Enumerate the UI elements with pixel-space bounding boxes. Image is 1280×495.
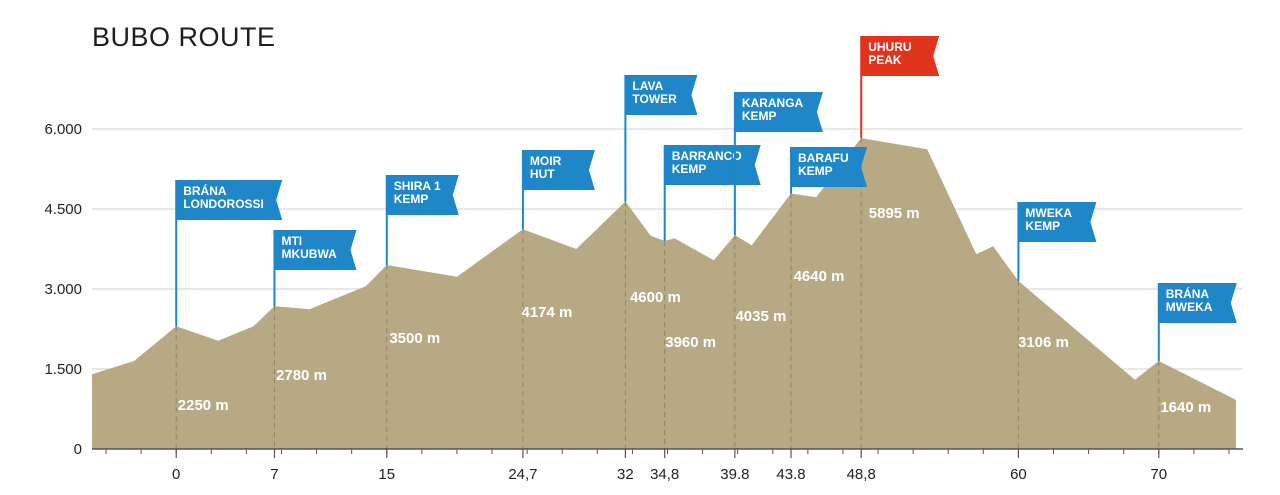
camp-name-label: KARANGA <box>742 96 804 110</box>
guide-layer <box>175 138 1160 449</box>
elevation-label: 4174 m <box>521 304 572 321</box>
elevation-label: 4640 m <box>794 268 845 285</box>
elevation-label: 3960 m <box>665 334 716 351</box>
elevation-label: 1640 m <box>1160 399 1211 416</box>
x-tick-label: 43.8 <box>776 466 805 483</box>
x-tick-label: 39.8 <box>720 466 749 483</box>
summit-flag <box>861 36 940 76</box>
camp-name-label: TOWER <box>632 92 677 106</box>
camp-name-label: KEMP <box>798 164 833 178</box>
camp-name-label: LONDOROSSI <box>183 197 264 211</box>
mountain-area <box>92 138 1236 449</box>
y-tick-label: 6.000 <box>44 121 82 138</box>
camp-name-label: LAVA <box>632 79 663 93</box>
camp-name-label: MWEKA <box>1025 206 1072 220</box>
camp-name-label: BRÁNA <box>1166 286 1210 301</box>
x-tick-label: 48,8 <box>847 466 876 483</box>
y-tick-label: 4.500 <box>44 201 82 218</box>
camp-name-label: UHURU <box>868 40 911 54</box>
camp-name-label: KEMP <box>742 109 777 123</box>
camp-name-label: BRÁNA <box>183 183 227 198</box>
camp-name-label: KEMP <box>672 162 707 176</box>
x-tick-label: 15 <box>378 466 395 483</box>
y-tick-label: 0 <box>74 441 82 458</box>
elevation-label: 3500 m <box>389 330 440 347</box>
x-tick-label: 0 <box>172 466 180 483</box>
camp-flag <box>664 145 761 185</box>
elevation-label: 2780 m <box>276 367 327 384</box>
camp-name-label: BARAFU <box>798 151 849 165</box>
camp-name-label: SHIRA 1 <box>394 179 441 193</box>
elevation-label: 3106 m <box>1018 334 1069 351</box>
camp-name-label: BARRANCO <box>672 149 742 163</box>
y-tick-label: 1.500 <box>44 361 82 378</box>
area-layer <box>92 138 1236 449</box>
label-layer: 2250 m 2780 m 3500 m 4174 m 4600 m 3960 m 4035… <box>178 205 1211 416</box>
camp-flag <box>522 150 595 190</box>
axis-layer: 0 1.500 3.000 4.500 6.000 0 7 15 24,7 32 34,8 39.8 4… <box>44 121 1243 483</box>
y-tick-label: 3.000 <box>44 281 82 298</box>
x-tick-label: 34,8 <box>650 466 679 483</box>
camp-flag <box>1018 202 1097 242</box>
elevation-label: 4035 m <box>735 308 786 325</box>
x-tick-label: 60 <box>1010 466 1027 483</box>
camp-flag <box>734 92 823 132</box>
camp-flag <box>274 230 357 270</box>
camp-name-label: KEMP <box>394 192 429 206</box>
x-tick-label: 70 <box>1150 466 1167 483</box>
camp-name-label: MKUBWA <box>281 247 337 261</box>
x-tick-label: 32 <box>617 466 634 483</box>
elevation-label: 5895 m <box>869 205 920 222</box>
camp-name-label: MOIR <box>530 154 562 168</box>
camp-flag <box>625 75 698 115</box>
camp-name-label: HUT <box>530 167 555 181</box>
elevation-label: 2250 m <box>178 397 229 414</box>
camp-name-label: MTI <box>281 234 302 248</box>
x-tick-label: 24,7 <box>508 466 537 483</box>
camp-flag <box>386 175 459 215</box>
x-tick-label: 7 <box>270 466 278 483</box>
camp-name-label: KEMP <box>1025 219 1060 233</box>
camp-flag <box>791 147 868 187</box>
camp-name-label: PEAK <box>868 53 902 67</box>
elevation-label: 4600 m <box>630 289 681 306</box>
camp-name-label: MWEKA <box>1166 300 1213 314</box>
camp-flag <box>176 180 283 220</box>
page-title: BUBO ROUTE <box>92 22 276 52</box>
camp-flag <box>1158 283 1237 323</box>
